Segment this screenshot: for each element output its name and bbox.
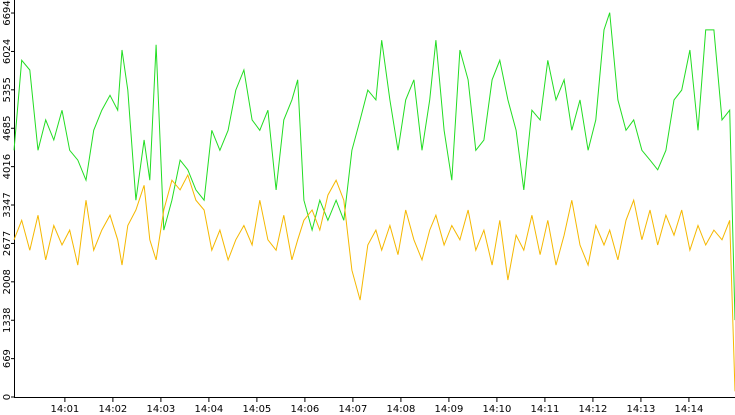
x-tick-label: 14:12 [578,404,607,415]
x-tick-label: 14:07 [338,404,367,415]
x-tick-label: 14:06 [290,404,319,415]
y-tick-label: 2008 [2,269,13,294]
x-tick-label: 14:02 [98,404,127,415]
x-tick-label: 14:14 [675,404,704,415]
x-tick-label: 14:05 [242,404,271,415]
series-line [13,173,735,392]
x-tick-label: 14:13 [627,404,656,415]
x-tick-label: 14:03 [146,404,175,415]
y-tick-label: 2677 [2,231,13,256]
series-line [13,12,735,321]
y-tick-label: 1338 [2,308,13,333]
y-tick-label: 5355 [2,77,13,102]
y-tick-label: 0 [2,394,13,400]
y-tick-label: 669 [2,349,13,368]
x-tick-label: 14:01 [50,404,79,415]
x-tick-label: 14:10 [482,404,511,415]
x-tick-label: 14:11 [530,404,559,415]
x-tick-label: 14:04 [194,404,223,415]
y-tick-label: 6694 [2,0,13,25]
y-tick-label: 6024 [2,39,13,64]
y-tick-label: 4685 [2,116,13,141]
y-tick-label: 4016 [2,154,13,179]
x-tick-label: 14:09 [434,404,463,415]
x-tick-label: 14:08 [386,404,415,415]
y-tick-label: 3347 [2,192,13,217]
